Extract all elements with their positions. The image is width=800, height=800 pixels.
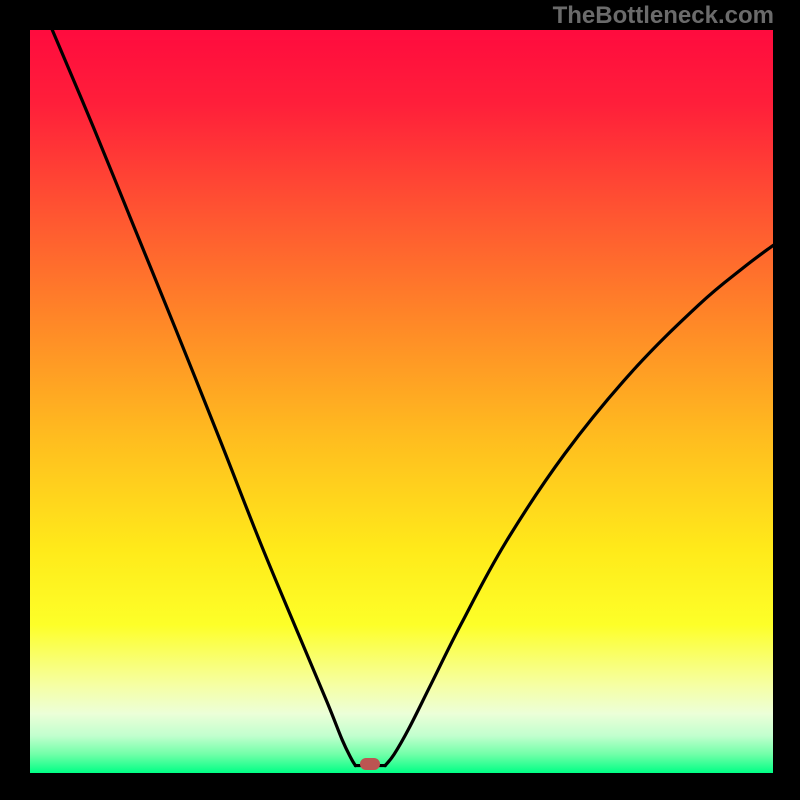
curve-layer bbox=[30, 30, 773, 773]
watermark-text: TheBottleneck.com bbox=[553, 2, 774, 30]
curve-right-branch bbox=[385, 245, 773, 765]
curve-left-branch bbox=[52, 30, 355, 766]
minimum-marker bbox=[360, 758, 380, 770]
plot-area bbox=[30, 30, 773, 773]
